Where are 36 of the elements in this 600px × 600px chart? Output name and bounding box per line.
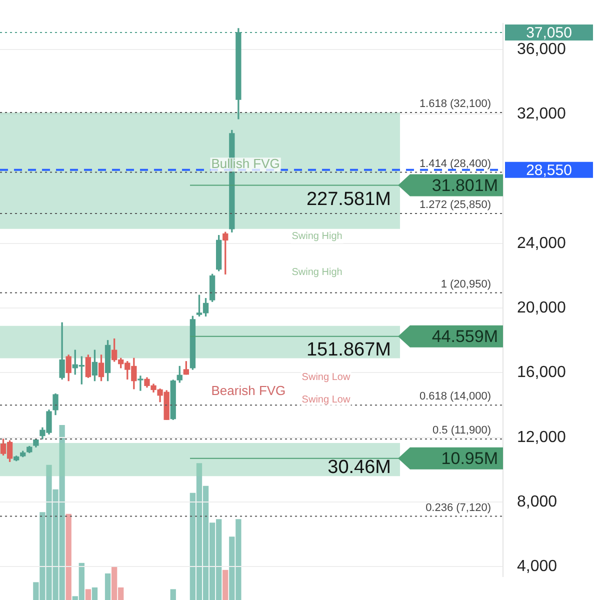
ref-line-label: 10.95M: [441, 449, 498, 468]
y-tick-label: 12,000: [517, 428, 566, 446]
y-tick-label: 36,000: [517, 40, 566, 58]
annotation: Bullish FVG: [211, 156, 280, 172]
ref-line-label: 31.801M: [432, 176, 498, 195]
ref-line-label: 0.618 (14,000): [419, 390, 491, 403]
ref-line-label: 1.414 (28,400): [419, 158, 491, 170]
annotation: Swing High: [292, 231, 342, 242]
bar: [104, 573, 111, 600]
annotation: Bearish FVG: [211, 382, 286, 398]
bar: [92, 587, 98, 600]
y-tick-label: 32,000: [517, 106, 566, 123]
annotation: Swing Low: [302, 372, 351, 384]
y-tick-label: 16,000: [517, 364, 566, 382]
annotation: Swing High: [292, 267, 342, 278]
ref-line-label: 1 (20,950): [440, 278, 491, 290]
band-label: 151.867M: [306, 339, 391, 360]
y-tick-label: 4,000: [517, 558, 558, 576]
candlestick: [138, 376, 144, 391]
band-label: 227.581M: [306, 189, 391, 210]
y-tick-label: 20,000: [517, 299, 566, 316]
bar: [222, 570, 228, 600]
ref-line-label: 37,050: [526, 24, 572, 42]
ref-line-label: 44.559M: [432, 327, 498, 346]
bar: [85, 589, 92, 600]
bar: [66, 514, 72, 600]
annotation: Swing Low: [302, 394, 351, 406]
band-label: 30.46M: [328, 457, 391, 478]
ref-line-label: 0.236 (7,120): [426, 502, 491, 514]
y-tick-label: 24,000: [517, 234, 566, 252]
y-tick-label: 8,000: [517, 493, 558, 510]
ref-line-label: 28,550: [526, 162, 572, 180]
ref-line-label: 1.272 (25,850): [419, 199, 491, 212]
ref-line-label: 0.5 (11,900): [432, 424, 491, 437]
ref-line-label: 1.618 (32,100): [419, 98, 491, 110]
bar: [170, 589, 176, 600]
